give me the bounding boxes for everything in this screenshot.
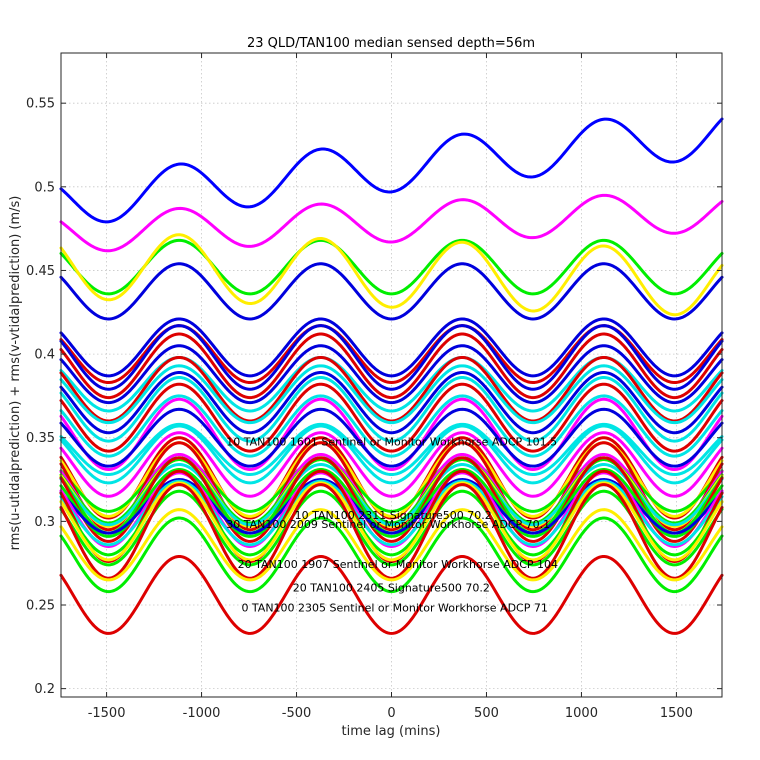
y-tick-label: 0.25 — [26, 599, 55, 614]
series-line — [59, 317, 724, 378]
x-tick-label: -1500 — [88, 706, 126, 721]
x-tick-label: -500 — [282, 706, 312, 721]
series-line — [59, 193, 724, 253]
series-line — [59, 483, 724, 580]
series-line — [59, 479, 724, 547]
series-line — [59, 238, 724, 296]
series-line — [59, 344, 724, 405]
series-line — [59, 407, 724, 468]
annotation-label: 20 TAN100 2405 Signature500 70.2 — [293, 582, 490, 595]
y-tick-label: 0.35 — [26, 431, 55, 446]
annotation-label: 0 TAN100 2305 Sentinel or Monitor Workho… — [241, 602, 547, 615]
series-line — [59, 481, 724, 562]
axis-ticks: -1500 -1000 -500 0 500 1000 1500 0.2 0.25 0.3 0.35… — [26, 53, 722, 721]
series-line — [59, 508, 724, 582]
series-line — [59, 441, 724, 532]
series-line — [59, 422, 724, 477]
series-line — [59, 262, 724, 321]
series-line — [59, 371, 724, 435]
series-line — [59, 394, 724, 458]
annotation-label: 30 TAN100 2009 Sentinel or Monitor Workh… — [226, 518, 550, 531]
series-line — [59, 364, 724, 425]
series-line — [59, 555, 724, 635]
series-line — [59, 117, 724, 224]
y-tick-label: 0.2 — [34, 682, 55, 697]
series-line — [59, 376, 724, 443]
series-line — [59, 478, 724, 535]
y-axis-title: rms(u-utidalprediction) + rms(v-vtidalpr… — [8, 196, 23, 551]
series-line — [59, 332, 724, 400]
series-line — [59, 469, 724, 564]
annotations: 10 TAN100 1601 Sentinel or Monitor Workh… — [226, 435, 558, 614]
series-line — [59, 424, 724, 485]
y-tick-label: 0.3 — [34, 515, 55, 530]
chart-title: 23 QLD/TAN100 median sensed depth=56m — [247, 36, 535, 51]
x-tick-label: -1000 — [183, 706, 221, 721]
series-line — [59, 516, 724, 594]
annotation-label: 10 TAN100 1601 Sentinel or Monitor Workh… — [226, 435, 557, 448]
grid — [61, 53, 722, 697]
series-line — [59, 489, 724, 567]
y-tick-label: 0.4 — [34, 348, 55, 363]
y-tick-label: 0.45 — [26, 264, 55, 279]
x-tick-label: 500 — [474, 706, 499, 721]
series-line — [59, 355, 724, 423]
annotation-label: 20 TAN100 1907 Sentinel or Monitor Workh… — [238, 558, 558, 571]
series-line — [59, 431, 724, 498]
y-tick-label: 0.55 — [26, 97, 55, 112]
y-tick-label: 0.5 — [34, 180, 55, 195]
series-line — [59, 233, 724, 317]
series-line — [59, 397, 724, 472]
series-line — [59, 436, 724, 520]
x-axis-title: time lag (mins) — [342, 724, 441, 739]
series-line — [59, 463, 724, 527]
x-tick-label: 1000 — [565, 706, 598, 721]
series-line — [59, 468, 724, 538]
series-line — [59, 324, 724, 391]
annotation-label: 10 TAN100 2311 Signature500 70.2 — [295, 509, 492, 522]
series-line — [59, 382, 724, 453]
x-tick-label: 1500 — [660, 706, 693, 721]
x-tick-label: 0 — [387, 706, 395, 721]
series-group — [59, 117, 724, 635]
series-line — [59, 456, 724, 543]
